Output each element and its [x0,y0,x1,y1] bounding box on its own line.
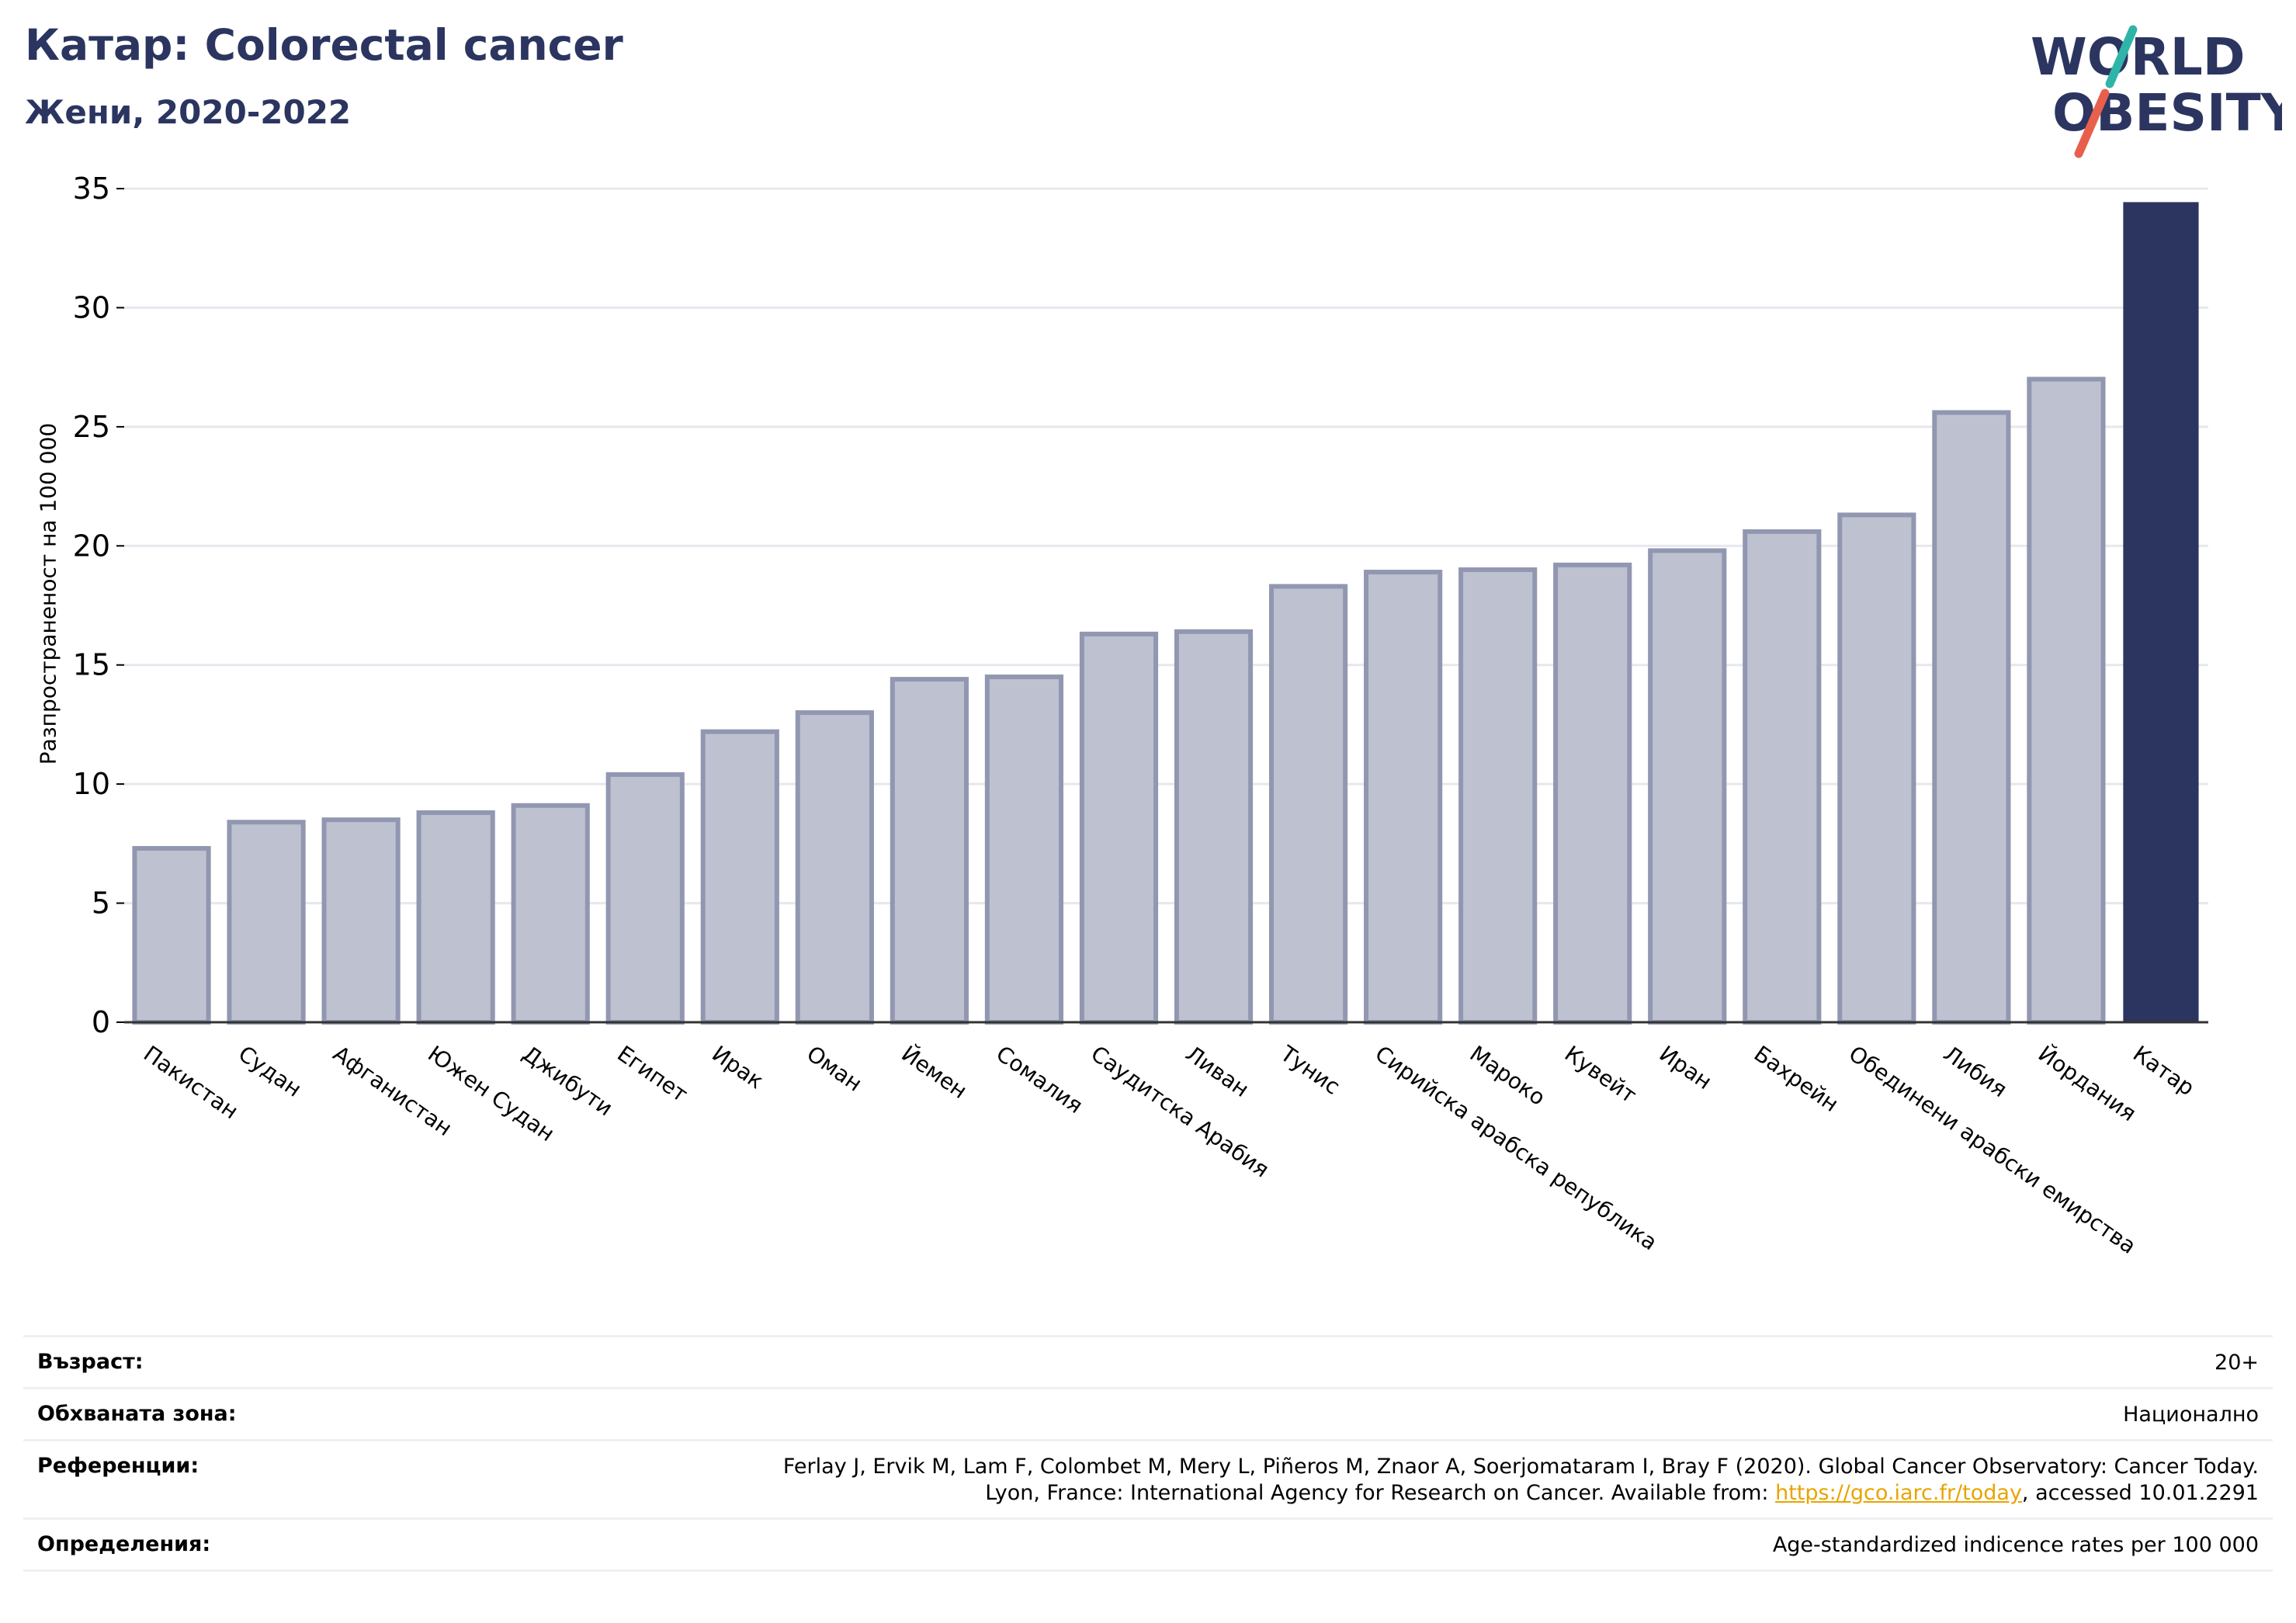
bar-18 [1743,529,1822,1025]
bar-17 [1648,548,1727,1025]
x-tick-label: Саудитска Арабия [1086,1041,1274,1183]
info-key: Възраст: [37,1350,144,1374]
bar-2 [227,820,306,1025]
info-key: Обхваната зона: [37,1402,237,1426]
bar-5 [511,803,590,1025]
reference-line-2-start: Lyon, France: International Agency for R… [985,1481,1776,1505]
info-value: 20+ [2214,1351,2259,1375]
x-tick-label: Йордания [2034,1040,2142,1126]
x-tick-label: Египет [612,1041,692,1108]
bar-11 [1079,631,1159,1025]
bar-21 [2027,376,2106,1025]
x-tick-label: Оман [802,1041,866,1097]
bar-1 [132,845,211,1025]
bar-10 [984,675,1064,1025]
info-row-area: Обхваната зона: Национално [23,1387,2273,1439]
y-tick-label: 10 [73,767,110,801]
bar-9 [890,677,969,1025]
info-key: Определения: [37,1532,211,1556]
y-tick-label: 5 [92,886,110,921]
info-value: Ferlay J, Ervik M, Lam F, Colombet M, Me… [783,1454,2259,1507]
svg-text:WORLD: WORLD [2031,27,2246,87]
y-tick-label: 20 [73,529,110,563]
info-value: Национално [2123,1403,2259,1427]
y-tick-label: 25 [73,410,110,444]
reference-link[interactable]: https://gco.iarc.fr/today [1775,1481,2022,1505]
world-obesity-logo: WORLD OBESITY [2031,25,2282,158]
bar-4 [416,810,495,1025]
bar-20 [1932,410,2011,1025]
x-tick-label: Пакистан [139,1041,243,1125]
bar-6 [605,772,685,1025]
x-tick-label: Катар [2128,1041,2199,1101]
x-tick-label: Йемен [897,1040,972,1104]
info-value: Age-standardized indicence rates per 100… [1772,1533,2259,1557]
x-tick-label: Сомалия [991,1041,1087,1118]
x-tick-label: Мароко [1465,1041,1550,1111]
y-tick-label: 30 [73,290,110,324]
page-subtitle: Жени, 2020-2022 [25,93,352,131]
bar-22 [2123,202,2199,1024]
bar-16 [1553,562,1632,1025]
y-tick-label: 15 [73,648,110,682]
x-tick-label: Кувейт [1560,1041,1642,1108]
bar-15 [1458,567,1538,1025]
x-tick-label: Тунис [1275,1040,1345,1100]
bar-12 [1174,629,1254,1025]
info-table: Възраст: 20+ Обхваната зона: Национално … [23,1335,2273,1572]
x-tick-label: Ливан [1181,1041,1254,1102]
bar-13 [1268,584,1348,1025]
x-tick-label: Иран [1655,1041,1717,1095]
info-row-references: Референции: Ferlay J, Ervik M, Lam F, Co… [23,1439,2273,1517]
y-tick-label: 35 [73,172,110,206]
bar-14 [1364,570,1443,1025]
info-row-definitions: Определения: Age-standardized indicence … [23,1517,2273,1572]
info-row-age: Възраст: 20+ [23,1335,2273,1387]
page-title: Катар: Colorectal cancer [25,20,623,70]
x-tick-label: Ирак [707,1041,768,1094]
x-tick-label: Бахрейн [1750,1041,1843,1117]
bar-7 [700,729,779,1025]
y-tick-label: 0 [92,1005,110,1039]
bar-3 [321,817,401,1025]
reference-line-2-end: , accessed 10.01.2291 [2021,1481,2259,1505]
bar-19 [1837,512,1916,1025]
bar-8 [795,710,874,1025]
info-key: Референции: [37,1454,199,1478]
y-axis-label: Разпространеност на 100 000 [35,422,61,765]
reference-line-1: Ferlay J, Ervik M, Lam F, Colombet M, Me… [782,1455,2259,1479]
x-tick-label: Судан [234,1041,306,1102]
x-tick-label: Либия [1939,1041,2012,1103]
